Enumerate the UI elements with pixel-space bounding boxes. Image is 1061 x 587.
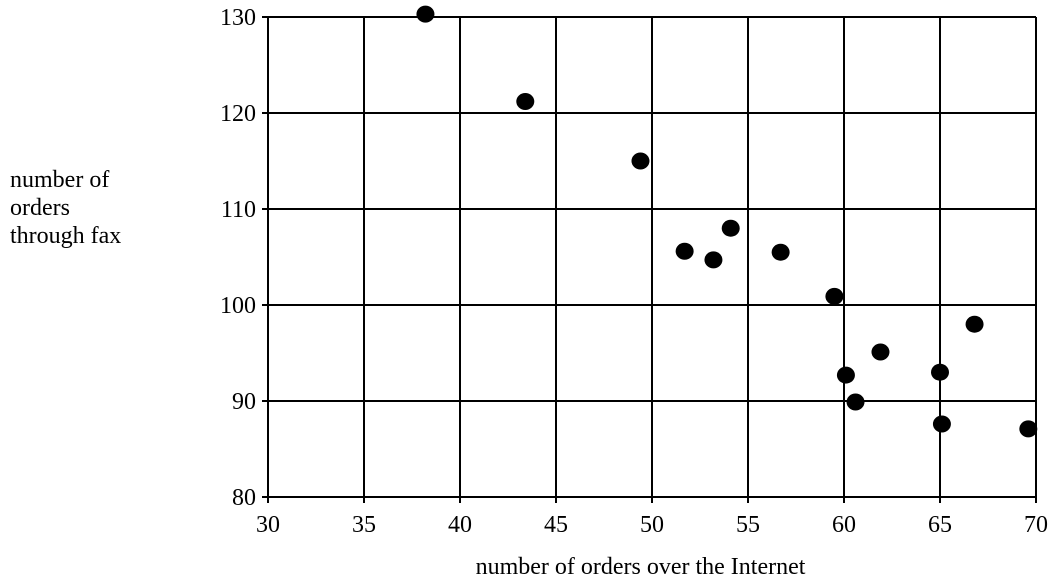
x-tick-labels: 30 35 40 45 50 55 60 65 70 (256, 512, 1048, 538)
y-axis-label-line: through fax (10, 223, 122, 249)
y-axis-label: number of orders through fax (10, 166, 121, 250)
y-tick-label: 130 (220, 5, 256, 31)
x-tick-label: 45 (544, 512, 568, 538)
data-point (871, 343, 890, 361)
data-point (516, 92, 535, 110)
x-tick-label: 55 (736, 512, 760, 538)
data-point (965, 315, 984, 333)
data-point (721, 219, 740, 237)
y-tick-label: 110 (221, 197, 256, 223)
data-point (836, 366, 855, 384)
data-point (1019, 420, 1038, 438)
data-point (931, 363, 949, 381)
y-tick-labels: 80 90 100 110 120 130 (220, 5, 256, 511)
data-point (416, 5, 435, 23)
y-tick-label: 80 (232, 485, 256, 511)
x-tick-label: 50 (640, 512, 664, 538)
y-tick-label: 90 (232, 389, 256, 415)
data-points (416, 5, 1038, 438)
x-tick-label: 35 (352, 512, 376, 538)
x-tick-label: 30 (256, 512, 280, 538)
x-tick-label: 40 (448, 512, 472, 538)
data-point (631, 152, 650, 170)
data-point (846, 393, 865, 411)
y-axis-label-line: number of (10, 167, 110, 193)
data-point (825, 287, 844, 305)
y-tick-label: 120 (220, 101, 256, 127)
grid-lines (262, 16, 1037, 503)
x-tick-label: 60 (832, 512, 856, 538)
y-axis-label-line: orders (10, 195, 70, 221)
x-axis-label: number of orders over the Internet (475, 554, 806, 580)
x-tick-label: 70 (1024, 512, 1048, 538)
data-point (932, 415, 951, 433)
data-point (771, 243, 790, 261)
data-point (675, 242, 694, 260)
y-tick-label: 100 (220, 293, 256, 319)
data-point (704, 251, 723, 269)
x-tick-label: 65 (928, 512, 952, 538)
